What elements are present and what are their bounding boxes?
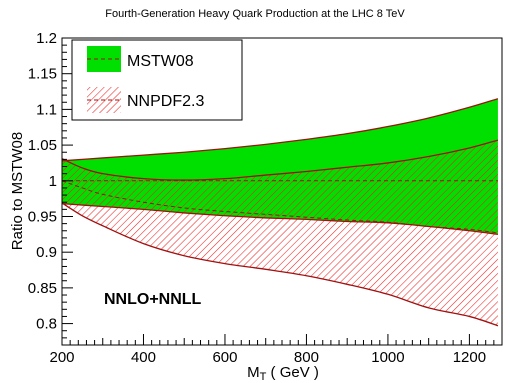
legend-label-nnpdf23: NNPDF2.3 xyxy=(127,93,204,110)
x-tick-label: 800 xyxy=(294,349,319,366)
x-tick-label: 400 xyxy=(131,349,156,366)
y-tick-label: 0.95 xyxy=(28,208,57,225)
x-tick-label: 600 xyxy=(212,349,237,366)
chart-title: Fourth-Generation Heavy Quark Production… xyxy=(105,8,405,20)
x-axis-title: MT ( GeV ) xyxy=(247,364,319,383)
legend: MSTW08 NNPDF2.3 xyxy=(71,39,243,121)
x-tick-label: 200 xyxy=(49,349,74,366)
x-axis-title-main: M xyxy=(247,364,260,381)
lower-edge-nnpdf23 xyxy=(62,202,499,327)
y-tick-label: 1 xyxy=(49,173,57,190)
bands-layer xyxy=(62,98,499,327)
y-tick-label: 1.1 xyxy=(36,101,57,118)
y-tick-label: 1.05 xyxy=(28,137,57,154)
y-tick-label: 0.8 xyxy=(36,316,57,333)
y-axis-title: Ratio to MSTW08 xyxy=(9,132,26,250)
band-nnpdf23 xyxy=(62,140,498,326)
x-tick-label: 1200 xyxy=(453,349,486,366)
x-axis-title-unit: ( GeV ) xyxy=(266,364,319,381)
order-annotation: NNLO+NNLL xyxy=(104,291,202,308)
x-axis-title-sub: T xyxy=(260,371,267,383)
upper-edge-nnpdf23 xyxy=(62,139,499,181)
axes-layer: 0.8 0.85 0.9 0.95 1 1.05 1.1 1.15 1.2 200 400 600 80… xyxy=(28,30,503,366)
y-tick-label: 1.15 xyxy=(28,66,57,83)
x-tick-label: 1000 xyxy=(371,349,404,366)
central-line-nnpdf23 xyxy=(62,180,498,234)
legend-label-mstw08: MSTW08 xyxy=(127,53,194,70)
y-tick-label: 0.85 xyxy=(28,280,57,297)
y-tick-label: 0.9 xyxy=(36,244,57,261)
y-tick-label: 1.2 xyxy=(36,30,57,47)
upper-edge-mstw08 xyxy=(62,98,499,162)
